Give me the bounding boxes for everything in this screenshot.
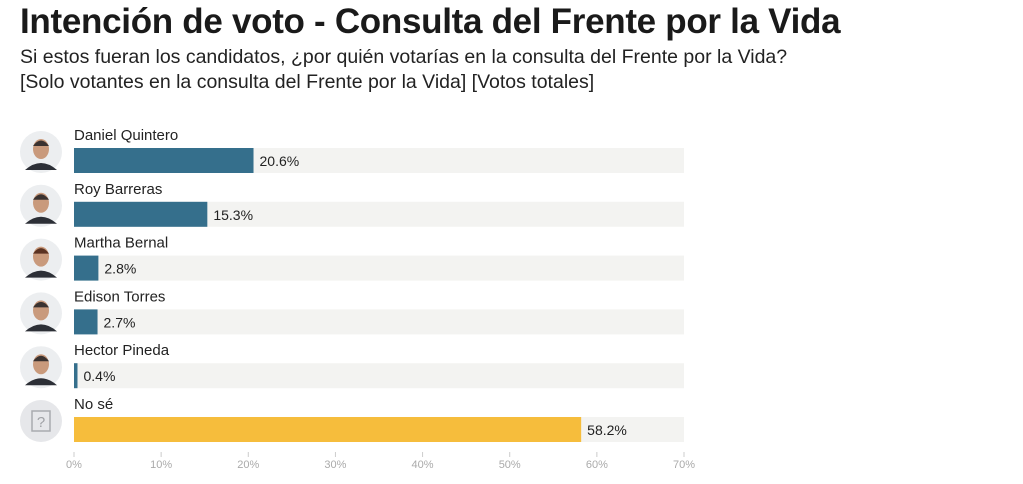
avatar-hair-icon — [33, 140, 49, 146]
x-tick-label: 30% — [324, 459, 346, 471]
category-label: No sé — [74, 396, 113, 413]
x-tick-label: 0% — [66, 459, 82, 471]
bar — [74, 417, 582, 442]
avatar-hair-icon — [33, 248, 49, 254]
value-label: 2.8% — [104, 261, 136, 277]
x-tick-label: 70% — [673, 459, 695, 471]
chart-note: [Solo votantes en la consulta del Frente… — [20, 71, 595, 93]
x-tick-label: 10% — [150, 459, 172, 471]
unknown-avatar-icon — [20, 400, 62, 442]
x-tick-label: 40% — [412, 459, 434, 471]
avatar-hair-icon — [33, 194, 49, 200]
question-box-icon — [31, 410, 51, 432]
avatar-hair-icon — [33, 355, 49, 362]
category-label: Roy Barreras — [74, 181, 162, 198]
category-label: Hector Pineda — [74, 342, 170, 359]
avatar-shoulders-icon — [25, 324, 57, 332]
category-label: Daniel Quintero — [74, 127, 178, 144]
x-tick-label: 50% — [499, 459, 521, 471]
bar — [74, 148, 254, 173]
bar-track — [74, 255, 684, 281]
bar — [74, 363, 78, 389]
bar — [74, 255, 99, 281]
x-tick-label: 20% — [237, 459, 259, 471]
avatar-shoulders-icon — [25, 378, 57, 386]
bar — [74, 309, 98, 335]
avatar-shoulders-icon — [25, 163, 57, 170]
value-label: 20.6% — [260, 153, 300, 169]
question-mark-icon: ? — [37, 414, 45, 431]
value-label: 15.3% — [213, 207, 253, 223]
bar — [74, 201, 208, 227]
category-label: Martha Bernal — [74, 235, 168, 252]
chart-subtitle: Si estos fueran los candidatos, ¿por qui… — [20, 46, 788, 68]
value-label: 58.2% — [587, 422, 627, 438]
avatar-shoulders-icon — [25, 216, 57, 224]
x-tick-label: 60% — [586, 459, 608, 471]
bar-track — [74, 363, 684, 389]
value-label: 2.7% — [104, 314, 136, 330]
avatar-hair-icon — [33, 301, 49, 308]
avatar-shoulders-icon — [25, 270, 57, 278]
chart-title: Intención de voto - Consulta del Frente … — [20, 2, 841, 41]
value-label: 0.4% — [83, 368, 115, 384]
category-label: Edison Torres — [74, 288, 165, 305]
bar-track — [74, 309, 684, 335]
